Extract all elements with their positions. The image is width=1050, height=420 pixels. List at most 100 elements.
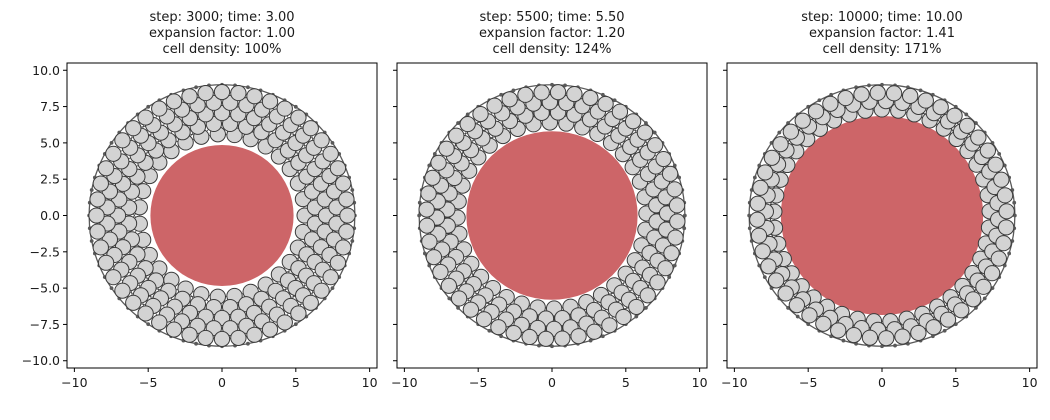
y-tick-label: 10.0	[32, 63, 60, 78]
cell	[970, 129, 987, 146]
cell	[421, 233, 438, 250]
cell	[757, 164, 774, 181]
boundary-node	[757, 263, 762, 268]
boundary-node	[146, 104, 151, 109]
cell	[990, 250, 1007, 267]
cell	[853, 86, 870, 103]
boundary-node	[350, 239, 355, 243]
boundary-node	[465, 112, 470, 117]
cell	[667, 229, 684, 246]
cell	[628, 298, 645, 315]
cell	[459, 116, 476, 133]
cell	[418, 201, 435, 218]
boundary-node	[634, 314, 639, 319]
cell	[335, 175, 352, 192]
cell	[114, 132, 131, 149]
boundary-node	[417, 213, 422, 218]
central-disk	[780, 116, 984, 315]
cell	[521, 328, 538, 346]
cell	[89, 191, 106, 208]
boundary-node	[964, 112, 969, 117]
cell	[424, 169, 441, 186]
cell	[983, 265, 1001, 282]
cell	[995, 235, 1012, 252]
x-tick-label: 0	[548, 375, 556, 390]
boundary-node	[194, 85, 198, 90]
boundary-node	[841, 338, 846, 343]
cell	[197, 329, 214, 346]
cell	[646, 137, 664, 154]
cell	[987, 156, 1004, 173]
cell	[837, 90, 854, 107]
cell	[964, 291, 982, 308]
x-tick-label: 5	[952, 375, 960, 390]
cell	[151, 314, 168, 331]
cell	[290, 109, 307, 126]
cell	[752, 179, 769, 196]
cell	[939, 311, 957, 328]
boundary-node	[982, 296, 987, 301]
cell	[88, 207, 105, 224]
cell	[486, 97, 503, 114]
cell	[438, 140, 455, 157]
cell	[750, 227, 768, 244]
boundary-node	[563, 83, 567, 88]
cell	[998, 203, 1015, 220]
cell	[448, 127, 465, 144]
cell	[597, 95, 614, 112]
cell	[213, 330, 231, 348]
cell	[430, 154, 447, 171]
cell	[901, 87, 919, 104]
cell	[910, 324, 927, 341]
cell	[313, 132, 330, 149]
cell	[537, 330, 555, 347]
panel-title-line: cell density: 100%	[163, 42, 282, 57]
boundary-node	[487, 328, 492, 333]
boundary-node	[752, 175, 757, 180]
cell	[754, 243, 771, 260]
cell	[807, 103, 825, 120]
cell	[953, 302, 970, 319]
panel-title-line: expansion factor: 1.41	[809, 26, 955, 41]
x-tick-label: −10	[61, 375, 87, 390]
panel-title-line: expansion factor: 1.20	[479, 26, 625, 41]
cell	[861, 329, 879, 346]
x-tick-label: 5	[622, 375, 630, 390]
boundary-node	[456, 121, 460, 125]
cell	[302, 294, 319, 311]
y-tick-label: 7.5	[40, 99, 60, 114]
boundary-node	[550, 344, 554, 349]
boundary-node	[447, 296, 452, 301]
cell	[125, 294, 142, 311]
boundary-node	[918, 88, 923, 93]
cell	[97, 160, 115, 177]
cell	[246, 88, 263, 105]
boundary-node	[456, 306, 460, 310]
x-tick-label: −10	[391, 375, 417, 390]
cell	[151, 100, 168, 117]
boundary-node	[146, 322, 151, 327]
boundary-node	[817, 98, 822, 103]
x-tick-label: 10	[362, 375, 378, 390]
boundary-node	[550, 82, 554, 87]
cell	[105, 269, 122, 286]
boundary-node	[672, 263, 677, 268]
boundary-node	[499, 92, 504, 97]
cell	[657, 260, 674, 277]
cell	[601, 317, 618, 334]
cell	[420, 185, 437, 202]
cell	[822, 95, 839, 112]
cell	[767, 272, 785, 289]
cell	[788, 297, 806, 314]
boundary-node	[588, 338, 593, 343]
cell	[339, 207, 356, 224]
boundary-node	[644, 121, 648, 125]
boundary-node	[330, 140, 335, 145]
cell	[533, 84, 550, 101]
cells	[749, 84, 1015, 347]
x-tick-label: −10	[721, 375, 747, 390]
boundary-node	[499, 334, 504, 339]
boundary-node	[942, 328, 947, 333]
boundary-node	[1002, 163, 1007, 168]
boundary-node	[537, 343, 541, 348]
